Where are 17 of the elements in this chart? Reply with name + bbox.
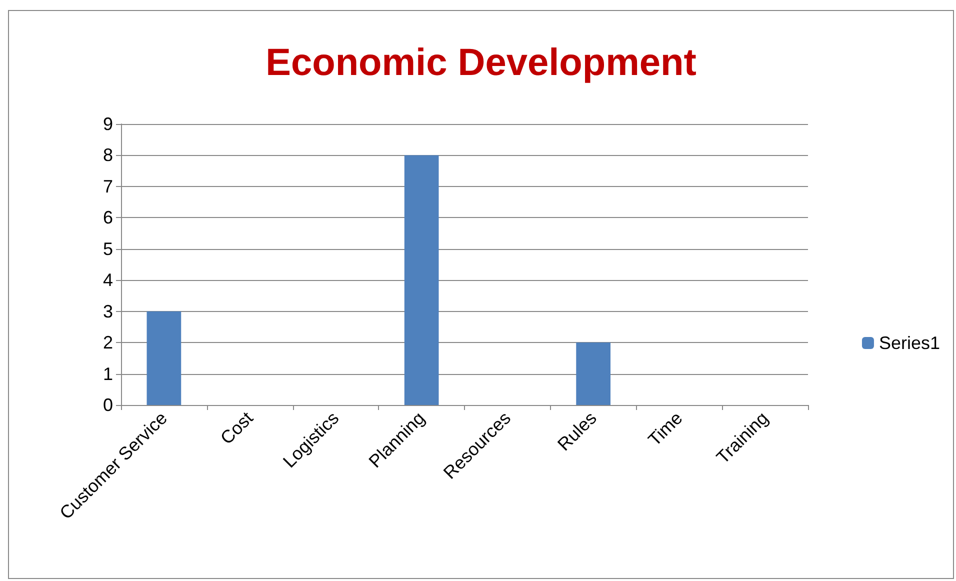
y-tick-label: 2: [102, 332, 113, 353]
y-tick-label: 1: [102, 364, 113, 384]
legend-label: Series1: [878, 333, 940, 353]
bar: [576, 342, 610, 405]
y-tick-label: 4: [102, 270, 113, 290]
x-tick-label: Cost: [216, 408, 257, 448]
y-tick-label: 7: [102, 176, 113, 196]
y-tick-label: 3: [102, 301, 113, 322]
bar: [146, 311, 182, 405]
bar: [404, 155, 439, 405]
y-tick-label: 9: [102, 114, 113, 134]
y-tick-label: 6: [102, 208, 113, 228]
chart-title: Economic Development: [266, 42, 697, 84]
y-tick-label: 8: [102, 145, 113, 166]
y-tick-label: 5: [102, 238, 113, 259]
x-tick-label: Time: [644, 408, 686, 450]
y-tick-label: 0: [102, 395, 113, 415]
